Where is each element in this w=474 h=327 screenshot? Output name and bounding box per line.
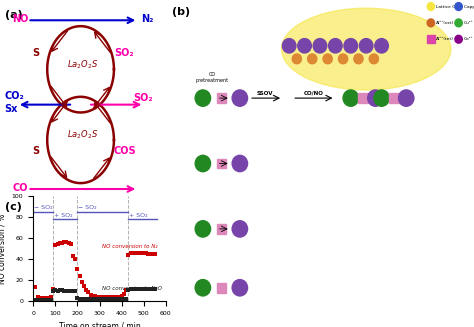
Text: − SO₂: − SO₂ [34, 205, 52, 210]
Circle shape [359, 39, 373, 53]
Text: SSOV: SSOV [256, 91, 273, 96]
Circle shape [427, 19, 435, 27]
Circle shape [455, 19, 462, 27]
Circle shape [232, 90, 247, 106]
Circle shape [195, 280, 210, 296]
Text: + SO₂: + SO₂ [54, 213, 72, 218]
Bar [217, 159, 226, 168]
Text: Capping O²⁻: Capping O²⁻ [464, 5, 474, 9]
Circle shape [375, 39, 388, 53]
Circle shape [455, 3, 462, 10]
Circle shape [283, 39, 296, 53]
Circle shape [195, 90, 210, 106]
Circle shape [343, 90, 358, 106]
Circle shape [427, 3, 435, 10]
Bar [217, 93, 226, 103]
Circle shape [323, 54, 332, 64]
Circle shape [455, 35, 462, 43]
Circle shape [328, 39, 342, 53]
Text: NO conversion to N₂: NO conversion to N₂ [102, 244, 157, 249]
Circle shape [369, 54, 378, 64]
Bar [217, 283, 226, 293]
Circle shape [195, 221, 210, 237]
Text: (a): (a) [5, 10, 22, 21]
Text: SO₂: SO₂ [114, 48, 134, 58]
Text: − SO₂: − SO₂ [78, 205, 97, 210]
Circle shape [298, 39, 311, 53]
Text: CO
pretreatment: CO pretreatment [196, 72, 228, 83]
Text: Lattice O²⁻: Lattice O²⁻ [437, 5, 460, 9]
Ellipse shape [282, 8, 451, 90]
Bar [217, 224, 226, 234]
Text: Al³⁺(tet): Al³⁺(tet) [437, 37, 454, 41]
Text: SO₂: SO₂ [134, 93, 153, 103]
Text: CO/NO: CO/NO [304, 91, 324, 96]
Circle shape [368, 90, 383, 106]
Text: COS: COS [114, 146, 137, 156]
Text: CO₂: CO₂ [5, 91, 25, 101]
Text: S: S [32, 48, 39, 58]
Bar [389, 93, 399, 103]
Text: Co²⁺: Co²⁺ [464, 37, 474, 41]
Circle shape [195, 155, 210, 172]
Text: + SO₂: + SO₂ [129, 213, 147, 218]
Bar [358, 93, 368, 103]
Circle shape [338, 54, 348, 64]
Text: N₂: N₂ [141, 14, 154, 24]
Text: CO: CO [12, 183, 28, 193]
Y-axis label: NO conversion / %: NO conversion / % [0, 214, 6, 284]
Circle shape [399, 90, 414, 106]
Text: (c): (c) [5, 202, 22, 212]
Bar [427, 35, 435, 43]
X-axis label: Time on stream / min: Time on stream / min [59, 321, 140, 327]
Circle shape [232, 155, 247, 172]
Circle shape [232, 280, 247, 296]
Text: Al³⁺(oct): Al³⁺(oct) [437, 21, 455, 25]
Text: Sx: Sx [5, 105, 18, 114]
Circle shape [354, 54, 363, 64]
Text: $La_2O_2S$: $La_2O_2S$ [67, 129, 98, 142]
Circle shape [292, 54, 301, 64]
Circle shape [374, 90, 389, 106]
Text: NO: NO [12, 14, 29, 24]
Text: $La_2O_2S$: $La_2O_2S$ [67, 58, 98, 71]
Text: NO conversion to N₂O: NO conversion to N₂O [102, 286, 162, 291]
Circle shape [232, 221, 247, 237]
Circle shape [308, 54, 317, 64]
Text: S: S [32, 146, 39, 156]
Text: (b): (b) [172, 7, 190, 17]
Text: Cu²⁺: Cu²⁺ [464, 21, 474, 25]
Circle shape [344, 39, 357, 53]
Circle shape [313, 39, 327, 53]
